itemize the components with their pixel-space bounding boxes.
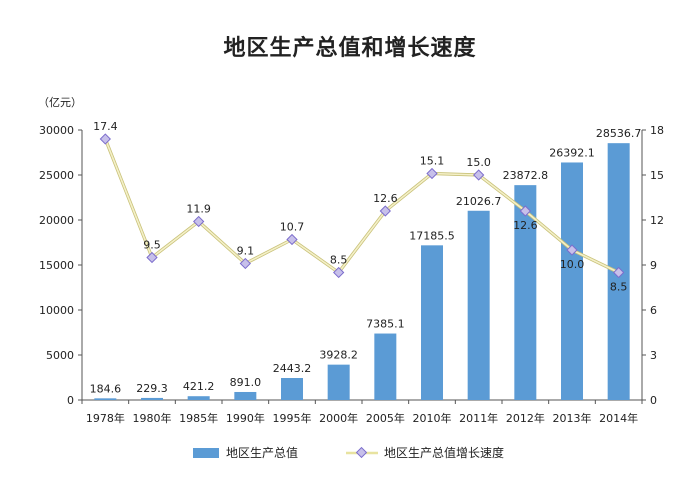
bar xyxy=(234,391,257,400)
x-tick-label: 2010年 xyxy=(413,411,452,425)
right-tick-label: 9 xyxy=(650,259,657,272)
growth-value-label: 10.7 xyxy=(280,221,305,234)
bar-value-label: 2443.2 xyxy=(273,362,312,375)
axes: 0 5000 10000 15000 20000 25000 30000 0 3 6 9 12 15 18… xyxy=(39,124,664,425)
bar-value-label: 23872.8 xyxy=(503,169,549,182)
bar-value-label: 21026.7 xyxy=(456,195,502,208)
right-tick-label: 18 xyxy=(650,124,664,137)
growth-point xyxy=(613,266,625,279)
bar-value-label: 7385.1 xyxy=(366,318,405,331)
right-tick-label: 6 xyxy=(650,304,657,317)
bar xyxy=(327,364,350,400)
growth-line xyxy=(104,138,620,274)
bar-value-label: 26392.1 xyxy=(549,146,595,159)
x-tick-label: 2000年 xyxy=(319,411,358,425)
bar xyxy=(187,396,210,400)
legend-line-label: 地区生产总值增长速度 xyxy=(384,445,504,460)
left-axis-unit: （亿元） xyxy=(38,96,82,109)
x-tick-label: 1995年 xyxy=(273,411,312,425)
growth-point xyxy=(379,205,391,217)
left-tick-label: 15000 xyxy=(39,259,74,272)
bar xyxy=(141,397,163,400)
x-tick-label: 1985年 xyxy=(179,411,218,425)
legend-bar-label: 地区生产总值 xyxy=(226,445,298,460)
bar xyxy=(561,162,583,400)
x-tick-label: 2011年 xyxy=(459,411,498,425)
bar xyxy=(421,245,443,400)
growth-point xyxy=(239,257,251,270)
data-labels: 184.6 229.3 421.2 891.0 2443.2 3928.2 7385.1 17… xyxy=(90,120,642,395)
growth-value-label: 11.9 xyxy=(186,203,211,216)
left-tick-label: 5000 xyxy=(46,349,74,362)
growth-value-label: 12.6 xyxy=(373,192,398,205)
bar-value-label: 28536.7 xyxy=(596,127,642,140)
legend-bar-swatch xyxy=(193,448,219,458)
growth-point xyxy=(426,167,438,180)
growth-value-label: 8.5 xyxy=(330,254,348,267)
chart-title: 地区生产总值和增长速度 xyxy=(223,35,477,61)
growth-point xyxy=(193,215,205,228)
bar-value-label: 891.0 xyxy=(230,376,262,389)
bar xyxy=(467,210,490,400)
right-tick-label: 3 xyxy=(650,349,657,362)
x-tick-label: 2012年 xyxy=(506,411,545,425)
bar xyxy=(94,398,117,400)
growth-point xyxy=(473,169,485,181)
growth-point xyxy=(99,133,111,145)
x-tick-label: 1980年 xyxy=(133,411,172,425)
legend: 地区生产总值 地区生产总值增长速度 xyxy=(193,445,504,460)
bar xyxy=(514,185,537,400)
left-tick-label: 0 xyxy=(67,394,74,407)
right-tick-label: 15 xyxy=(650,169,664,182)
bar-value-label: 229.3 xyxy=(136,382,168,395)
growth-value-label: 15.0 xyxy=(466,156,491,169)
growth-point xyxy=(333,266,345,279)
x-tick-label: 2005年 xyxy=(366,411,405,425)
left-tick-label: 10000 xyxy=(39,304,74,317)
growth-value-label: 12.6 xyxy=(513,219,538,232)
bar-value-label: 17185.5 xyxy=(409,229,455,242)
bar-value-label: 421.2 xyxy=(183,380,215,393)
growth-point xyxy=(566,244,578,256)
growth-value-label: 9.5 xyxy=(143,239,161,252)
line-series xyxy=(99,133,625,279)
growth-point xyxy=(146,251,158,264)
x-tick-label: 1978年 xyxy=(86,411,125,425)
growth-point xyxy=(519,205,531,217)
bar xyxy=(374,333,397,400)
bar xyxy=(281,378,303,400)
growth-value-label: 10.0 xyxy=(560,258,585,271)
left-tick-label: 30000 xyxy=(39,124,74,137)
growth-point xyxy=(286,233,298,246)
bar-value-label: 184.6 xyxy=(90,382,122,395)
x-tick-label: 2014年 xyxy=(599,411,638,425)
x-tick-label: 2013年 xyxy=(553,411,592,425)
right-tick-label: 12 xyxy=(650,214,664,227)
bar-series xyxy=(94,143,630,401)
legend-line-marker xyxy=(355,446,368,459)
growth-value-label: 9.1 xyxy=(237,245,255,258)
bar-value-label: 3928.2 xyxy=(319,349,358,362)
growth-value-label: 17.4 xyxy=(93,120,118,133)
growth-value-label: 8.5 xyxy=(610,281,628,294)
left-tick-label: 20000 xyxy=(39,214,74,227)
growth-value-label: 15.1 xyxy=(420,155,445,168)
right-tick-label: 0 xyxy=(650,394,657,407)
x-tick-label: 1990年 xyxy=(226,411,265,425)
left-tick-label: 25000 xyxy=(39,169,74,182)
growth-line-outline xyxy=(103,138,620,275)
